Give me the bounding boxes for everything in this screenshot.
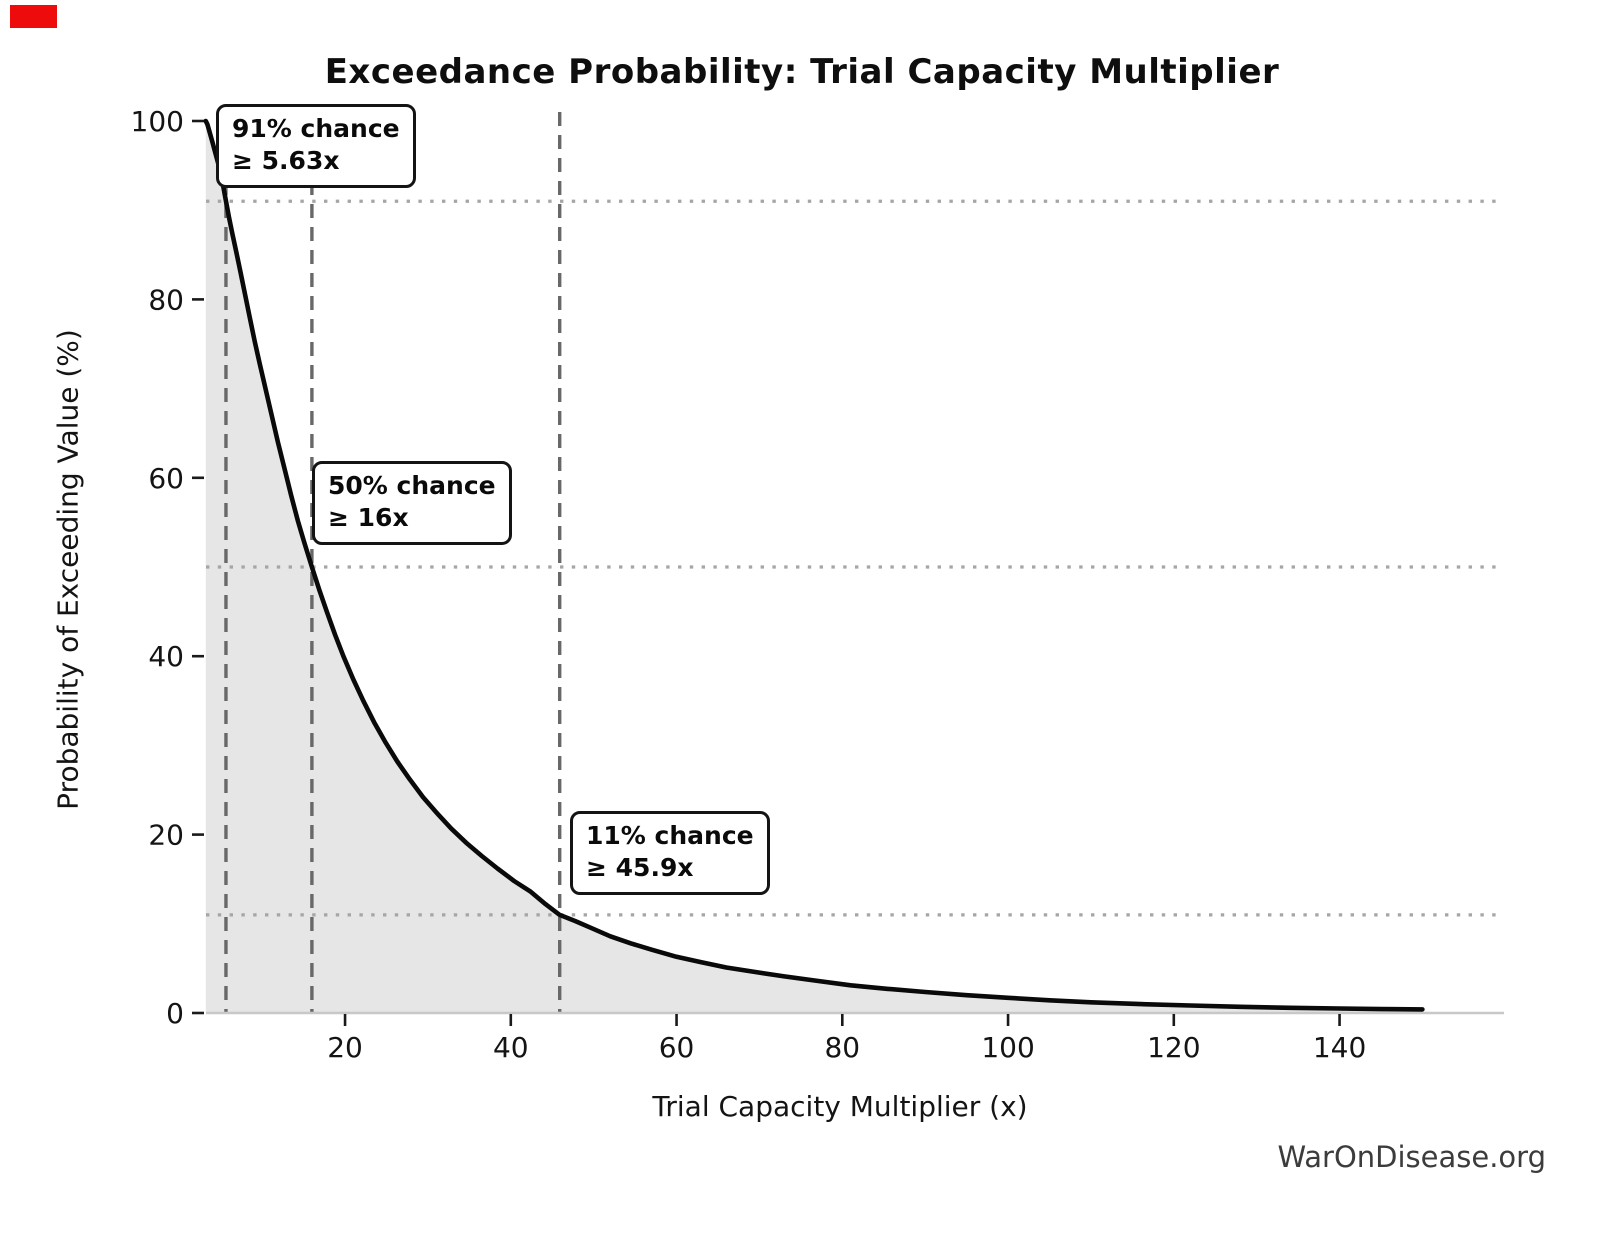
x-tick-label-80: 80	[824, 1031, 860, 1064]
x-tick-label-40: 40	[493, 1031, 529, 1064]
y-tick-label-100: 100	[131, 105, 184, 138]
annotation-line1: 11% chance	[586, 821, 754, 850]
y-tick-label-20: 20	[148, 819, 184, 852]
y-tick-label-60: 60	[148, 462, 184, 495]
x-tick-label-60: 60	[659, 1031, 695, 1064]
x-tick-label-120: 120	[1147, 1031, 1200, 1064]
annotation-line2: ≥ 16x	[328, 503, 409, 532]
x-tick-label-140: 140	[1313, 1031, 1366, 1064]
y-tick-label-40: 40	[148, 640, 184, 673]
y-axis-label: Probability of Exceeding Value (%)	[51, 329, 85, 810]
annotation-line2: ≥ 45.9x	[586, 853, 694, 882]
exceedance-curve	[203, 118, 1425, 1012]
x-tick-label-20: 20	[327, 1031, 363, 1064]
annotation-50-percent: 50% chance ≥ 16x	[312, 461, 512, 545]
annotation-91-percent: 91% chance ≥ 5.63x	[216, 104, 416, 188]
chart-title: Exceedance Probability: Trial Capacity M…	[324, 52, 1280, 92]
y-tick-label-80: 80	[148, 283, 184, 316]
area-fill	[205, 121, 1423, 1013]
annotation-line1: 91% chance	[232, 114, 400, 143]
watermark-text: WarOnDisease.org	[1277, 1140, 1546, 1174]
annotation-11-percent: 11% chance ≥ 45.9x	[570, 811, 770, 895]
y-tick-label-0: 0	[166, 997, 184, 1030]
red-marker-badge	[10, 5, 57, 28]
annotation-line1: 50% chance	[328, 471, 496, 500]
x-axis-label: Trial Capacity Multiplier (x)	[652, 1090, 1028, 1123]
x-tick-label-100: 100	[981, 1031, 1034, 1064]
annotation-line2: ≥ 5.63x	[232, 146, 340, 175]
